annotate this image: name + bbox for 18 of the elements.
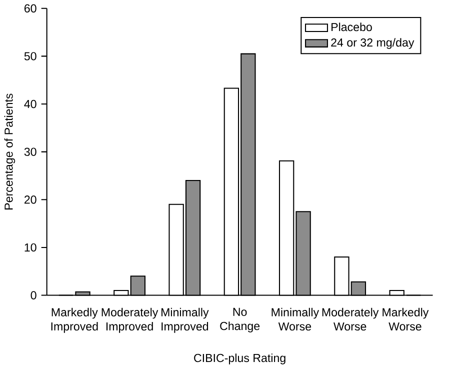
x-tick-label: Markedly Worse bbox=[382, 308, 429, 331]
x-tick-label: Moderately Worse bbox=[322, 308, 379, 331]
y-tick-label: 50 bbox=[24, 52, 36, 60]
legend-label: 24 or 32 mg/day bbox=[331, 38, 414, 50]
y-axis-title: Percentage of Patients bbox=[4, 94, 16, 210]
x-axis-title: CIBIC-plus Rating bbox=[194, 354, 286, 365]
y-tick-label: 40 bbox=[24, 100, 36, 108]
x-tick-label: Markedly Improved bbox=[51, 308, 98, 333]
y-tick-label: 0 bbox=[30, 291, 36, 300]
y-tick-label: 60 bbox=[24, 4, 36, 13]
y-tick-label: 10 bbox=[24, 244, 36, 252]
y-tick-label: 20 bbox=[24, 196, 36, 204]
x-tick-label: Minimally Worse bbox=[272, 308, 320, 331]
legend-label: Placebo bbox=[332, 22, 372, 32]
x-tick-label: No Change bbox=[220, 308, 260, 333]
x-tick-label: Moderately Improved bbox=[102, 308, 158, 333]
y-tick-label: 30 bbox=[24, 148, 36, 156]
x-tick-label: Minimally Improved bbox=[161, 308, 209, 333]
